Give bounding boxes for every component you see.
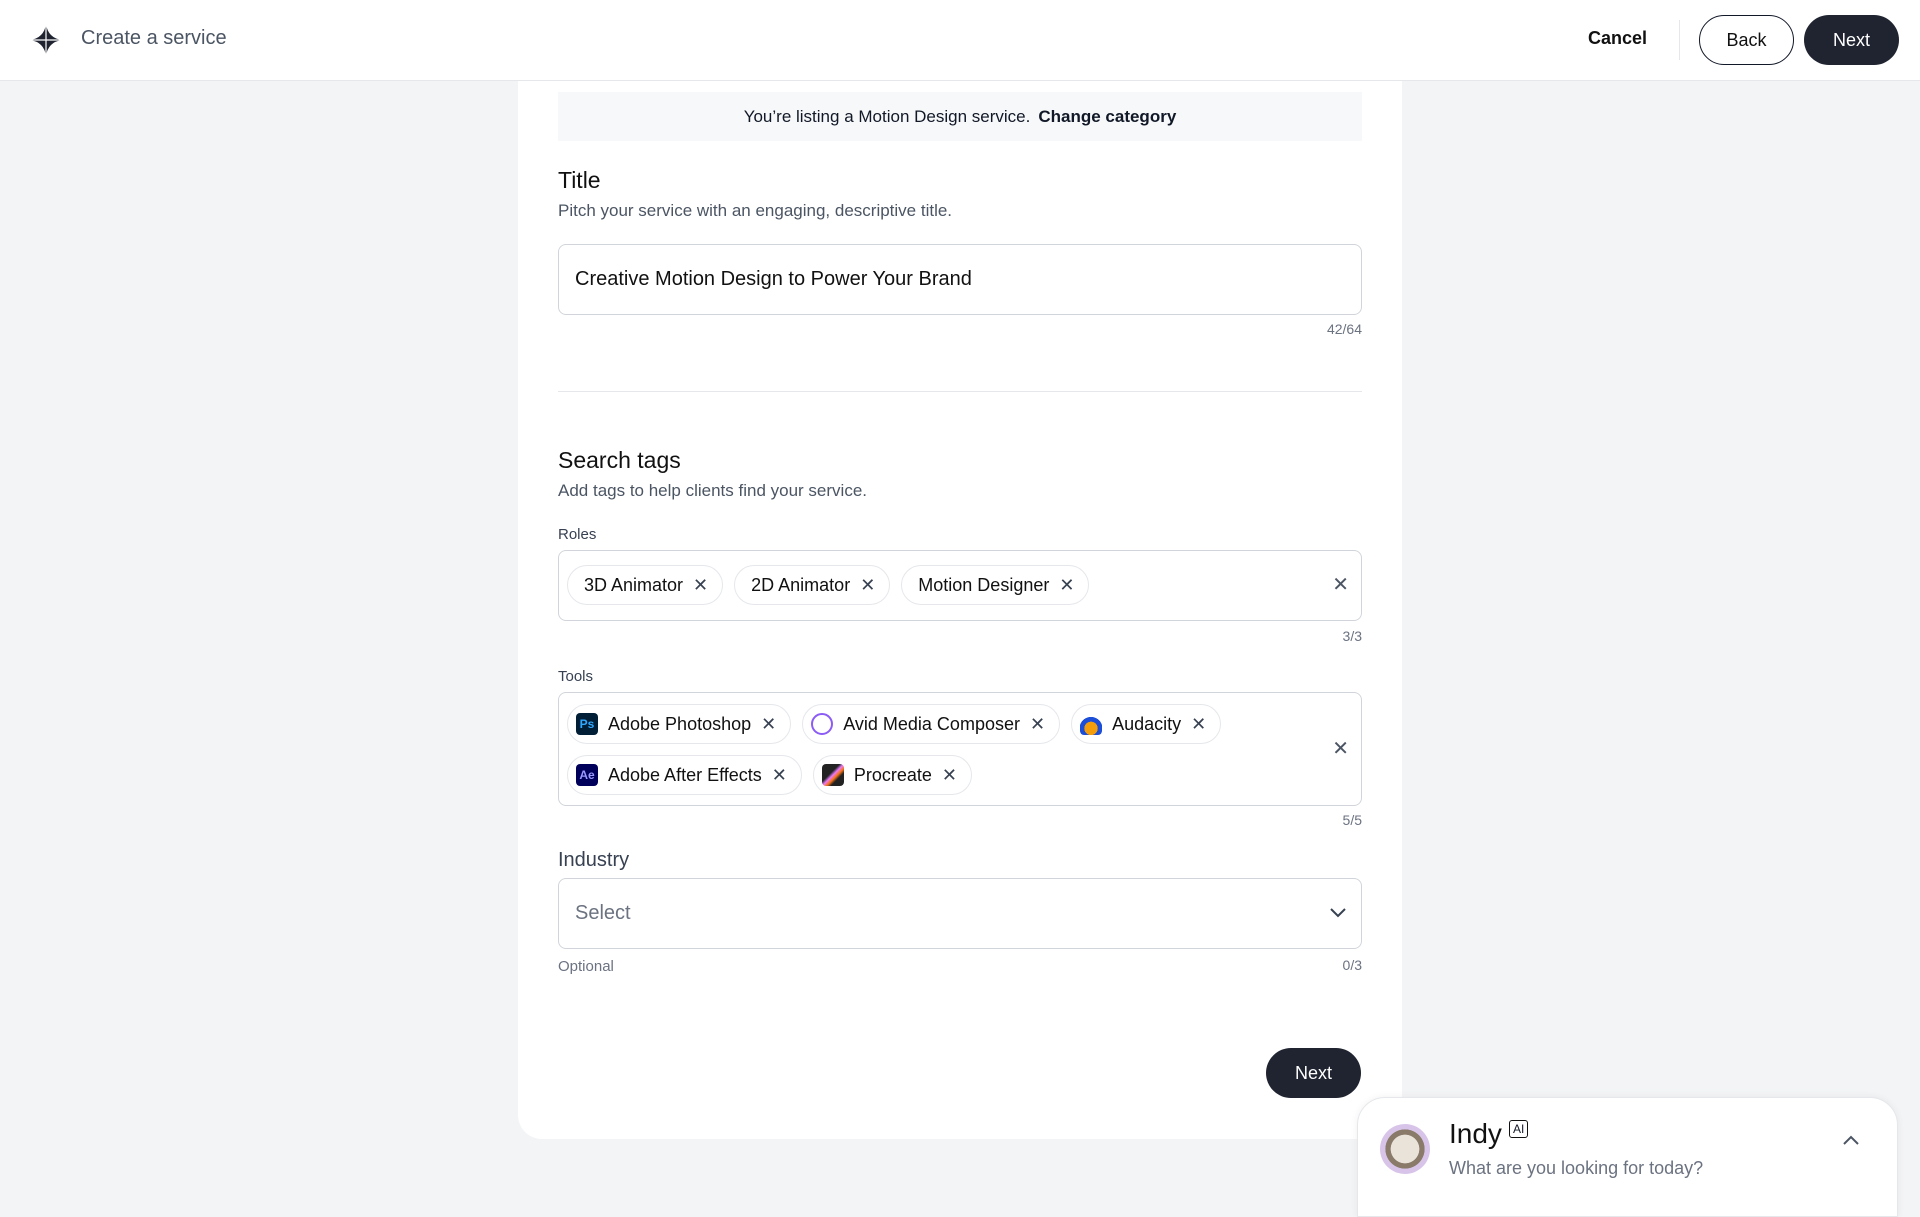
- next-button[interactable]: Next: [1266, 1048, 1361, 1098]
- ae-icon: Ae: [576, 764, 598, 786]
- remove-chip-icon[interactable]: ✕: [1191, 713, 1207, 734]
- remove-chip-icon[interactable]: ✕: [941, 764, 957, 785]
- tools-input[interactable]: Ps Adobe Photoshop ✕ Avid Media Composer ✕ Au…: [558, 692, 1362, 806]
- chip-label: 2D Animator: [751, 574, 851, 595]
- remove-chip-icon[interactable]: ✕: [771, 764, 787, 785]
- role-chip: Motion Designer ✕: [901, 565, 1090, 605]
- role-chip: 3D Animator ✕: [567, 565, 724, 605]
- industry-select[interactable]: Select: [558, 878, 1362, 949]
- back-button[interactable]: Back: [1699, 15, 1794, 65]
- industry-hint: Optional: [558, 958, 614, 975]
- title-counter: 42/64: [1326, 321, 1362, 337]
- industry-label: Industry: [558, 849, 630, 871]
- title-input[interactable]: Creative Motion Design to Power Your Bra…: [558, 244, 1362, 315]
- remove-chip-icon[interactable]: ✕: [860, 574, 876, 595]
- page-title: Create a service: [81, 27, 227, 49]
- chip-label: Motion Designer: [918, 574, 1050, 595]
- industry-counter: 0/3: [1342, 957, 1362, 973]
- search-tags-heading: Search tags: [558, 447, 681, 473]
- form-card: You’re listing a Motion Design service. …: [518, 81, 1402, 1139]
- chip-label: Adobe Photoshop: [608, 713, 752, 734]
- chevron-up-icon[interactable]: [1842, 1134, 1860, 1146]
- industry-placeholder: Select: [575, 902, 631, 924]
- ai-badge: AI: [1509, 1120, 1529, 1138]
- title-description: Pitch your service with an engaging, des…: [558, 201, 953, 220]
- audacity-icon: [1080, 713, 1103, 735]
- chevron-down-icon: [1330, 908, 1346, 918]
- chip-label: Avid Media Composer: [843, 713, 1020, 734]
- next-button-top[interactable]: Next: [1804, 15, 1899, 65]
- tool-chip: Procreate ✕: [812, 755, 972, 795]
- remove-chip-icon[interactable]: ✕: [1059, 574, 1075, 595]
- remove-chip-icon[interactable]: ✕: [761, 713, 777, 734]
- divider: [558, 391, 1362, 392]
- role-chip: 2D Animator ✕: [734, 565, 891, 605]
- remove-chip-icon[interactable]: ✕: [1029, 713, 1046, 734]
- title-heading: Title: [558, 167, 601, 193]
- category-banner: You’re listing a Motion Design service. …: [558, 92, 1362, 141]
- ps-icon: Ps: [576, 713, 598, 735]
- tool-chip: Avid Media Composer ✕: [802, 704, 1061, 744]
- chip-label: Audacity: [1112, 713, 1182, 734]
- search-tags-description: Add tags to help clients find your servi…: [558, 481, 867, 500]
- remove-chip-icon[interactable]: ✕: [693, 574, 709, 595]
- logo-icon: [30, 24, 62, 56]
- roles-input[interactable]: 3D Animator ✕ 2D Animator ✕ Motion Designer ✕…: [558, 550, 1362, 621]
- roles-label: Roles: [558, 526, 597, 543]
- change-category-link[interactable]: Change category: [1038, 106, 1177, 126]
- procreate-icon: [821, 764, 844, 786]
- clear-roles-icon[interactable]: ✕: [1332, 574, 1349, 596]
- roles-counter: 3/3: [1342, 628, 1362, 644]
- assistant-widget[interactable]: Indy AI What are you looking for today?: [1357, 1097, 1898, 1217]
- assistant-name: Indy: [1449, 1118, 1502, 1149]
- tool-chip: Ae Adobe After Effects ✕: [567, 755, 802, 795]
- tool-chip: Ps Adobe Photoshop ✕: [567, 704, 792, 744]
- clear-tools-icon[interactable]: ✕: [1332, 738, 1349, 760]
- chip-label: Adobe After Effects: [608, 764, 762, 785]
- cancel-button[interactable]: Cancel: [1588, 28, 1648, 48]
- tools-counter: 5/5: [1342, 812, 1362, 828]
- chip-label: Procreate: [853, 764, 932, 785]
- divider: [1679, 20, 1680, 60]
- tool-chip: Audacity ✕: [1071, 704, 1222, 744]
- assistant-avatar: [1380, 1124, 1430, 1174]
- avid-icon: [811, 713, 834, 735]
- tools-label: Tools: [558, 668, 594, 685]
- top-bar: Create a service Cancel Back Next: [0, 0, 1920, 81]
- banner-text: You’re listing a Motion Design service.: [743, 106, 1031, 126]
- assistant-prompt: What are you looking for today?: [1449, 1158, 1704, 1178]
- chip-label: 3D Animator: [584, 574, 684, 595]
